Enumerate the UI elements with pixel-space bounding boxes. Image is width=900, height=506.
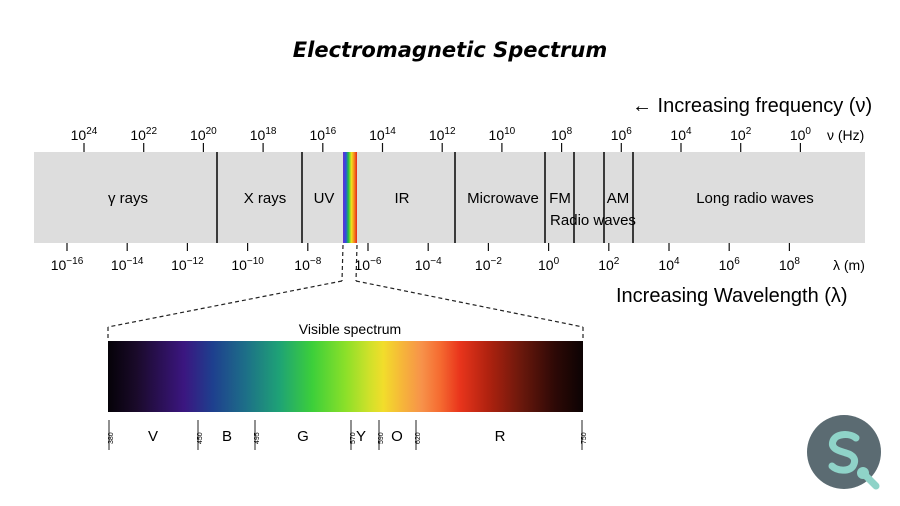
frequency-tick-label: 104 [670, 126, 692, 143]
region-gamma-label: γ rays [108, 190, 148, 207]
region-xray-label: X rays [244, 190, 287, 207]
region-ir-label: IR [395, 190, 410, 207]
visible-marker-label: 590 [378, 432, 385, 444]
visible-marker-label: 495 [254, 432, 261, 444]
band-v-label: V [148, 428, 158, 445]
region-longradio-label: Long radio waves [696, 190, 814, 207]
region-radio-label: Radio waves [550, 212, 636, 229]
wavelength-tick-label: 10−14 [111, 256, 144, 273]
visible-zoom-connector [107, 244, 584, 340]
wavelength-tick-label: 102 [598, 256, 620, 273]
region-fm-label: FM [549, 190, 571, 207]
visible-wavelength-markers: 380 450 495 570 590 620 750 [108, 420, 588, 450]
visible-spectrum-title: Visible spectrum [299, 321, 401, 337]
wavelength-tick-label: 104 [658, 256, 680, 273]
visible-marker-label: 750 [581, 432, 588, 444]
region-dividers [216, 152, 634, 243]
region-uv-label: UV [314, 190, 335, 207]
frequency-tick-label: 1018 [250, 126, 277, 143]
frequency-tick-label: 1024 [71, 126, 98, 143]
wavelength-direction-label: Increasing Wavelength (λ) [616, 285, 848, 307]
search-brand-logo-icon [807, 415, 881, 490]
wavelength-unit-label: λ (m) [833, 257, 865, 273]
frequency-tick-label: 108 [551, 126, 573, 143]
frequency-tick-label: 1010 [489, 126, 516, 143]
visible-marker-label: 570 [350, 432, 357, 444]
wavelength-axis: 10−16 10−14 10−12 10−10 10−8 10−6 10−4 10−2 100 1… [51, 243, 801, 273]
frequency-tick-label: 102 [730, 126, 752, 143]
frequency-tick-label: 1016 [309, 126, 336, 143]
wavelength-tick-label: 10−2 [475, 256, 502, 273]
wavelength-tick-label: 106 [719, 256, 741, 273]
band-r-label: R [495, 428, 506, 445]
frequency-unit-label: ν (Hz) [827, 127, 864, 143]
page-title: Electromagnetic Spectrum [293, 38, 607, 62]
wavelength-tick-label: 10−8 [294, 256, 321, 273]
region-am-label: AM [607, 190, 630, 207]
band-g-label: G [297, 428, 309, 445]
region-microwave-label: Microwave [467, 190, 539, 207]
wavelength-tick-label: 10−12 [171, 256, 204, 273]
visible-marker-label: 450 [197, 432, 204, 444]
visible-light-strip [343, 152, 357, 243]
wavelength-tick-label: 10−10 [231, 256, 264, 273]
wavelength-tick-label: 10−16 [51, 256, 84, 273]
visible-spectrum-bar [108, 341, 583, 412]
wavelength-tick-label: 10−4 [415, 256, 442, 273]
frequency-tick-label: 1014 [369, 126, 396, 143]
frequency-direction-label: ← Increasing frequency (ν) [632, 95, 872, 117]
frequency-tick-label: 1020 [190, 126, 217, 143]
frequency-tick-label: 1022 [130, 126, 157, 143]
visible-marker-label: 620 [415, 432, 422, 444]
frequency-tick-label: 1012 [429, 126, 456, 143]
band-o-label: O [391, 428, 403, 445]
band-b-label: B [222, 428, 232, 445]
wavelength-tick-label: 100 [538, 256, 560, 273]
band-y-label: Y [356, 428, 366, 445]
wavelength-tick-label: 108 [779, 256, 801, 273]
frequency-axis: 1024 1022 1020 1018 1016 1014 1012 1010 108 106 10… [71, 126, 812, 152]
spectrum-band [34, 152, 865, 243]
wavelength-tick-label: 10−6 [355, 256, 382, 273]
frequency-tick-label: 106 [611, 126, 633, 143]
visible-marker-label: 380 [108, 432, 115, 444]
frequency-tick-label: 100 [790, 126, 812, 143]
